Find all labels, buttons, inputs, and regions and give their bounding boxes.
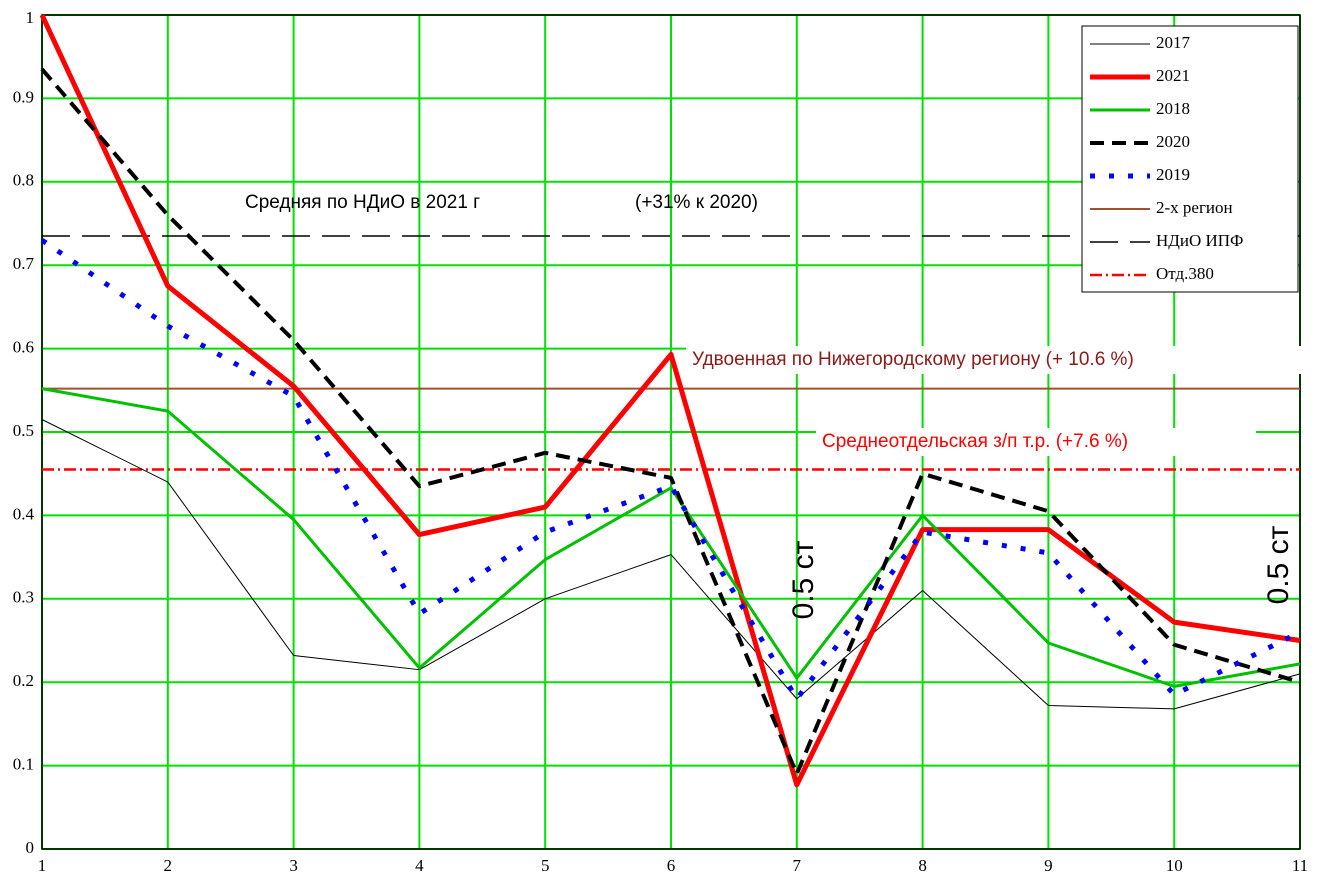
y-tick-label: 0.6 xyxy=(13,338,34,357)
legend-label: 2021 xyxy=(1156,66,1190,85)
y-tick-label: 0.9 xyxy=(13,87,34,106)
series-line xyxy=(40,67,1301,776)
annotation-background xyxy=(686,346,1304,374)
legend-label: Отд.380 xyxy=(1156,264,1214,283)
annotation: Среднеотдельская з/п т.р. (+7.6 %) xyxy=(822,431,1128,452)
x-tick-label: 11 xyxy=(1292,856,1308,875)
annotation: 0.5 ст xyxy=(1262,525,1295,604)
y-tick-label: 0.5 xyxy=(13,421,34,440)
legend-label: 2-х регион xyxy=(1156,198,1233,217)
x-tick-label: 5 xyxy=(541,856,550,875)
y-tick-label: 0.3 xyxy=(13,588,34,607)
series-line xyxy=(40,238,1302,702)
annotation-background xyxy=(816,428,1256,456)
series-line xyxy=(41,419,1301,710)
x-tick-label: 2 xyxy=(164,856,173,875)
y-tick-label: 0.8 xyxy=(13,171,34,190)
series-line xyxy=(39,13,1301,788)
y-tick-label: 0.7 xyxy=(13,254,35,273)
annotation: Удвоенная по Нижегородскому региону (+ 1… xyxy=(692,349,1134,370)
x-tick-label: 4 xyxy=(415,856,424,875)
series-line xyxy=(41,387,1301,688)
legend-label: 2018 xyxy=(1156,99,1190,118)
y-tick-label: 0 xyxy=(26,838,35,857)
x-tick-label: 3 xyxy=(289,856,298,875)
legend-label: 2020 xyxy=(1156,132,1190,151)
legend-box xyxy=(1081,25,1299,293)
annotation: (+31% к 2020) xyxy=(635,192,758,213)
annotation: Средняя по НДиО в 2021 г xyxy=(245,192,480,213)
x-tick-label: 1 xyxy=(38,856,47,875)
legend-label: 2017 xyxy=(1156,33,1191,52)
y-tick-label: 0.2 xyxy=(13,671,34,690)
x-tick-label: 8 xyxy=(918,856,927,875)
y-tick-label: 0.4 xyxy=(13,504,35,523)
plot-frame xyxy=(41,14,1301,850)
x-tick-label: 10 xyxy=(1166,856,1183,875)
y-tick-label: 0.1 xyxy=(13,755,34,774)
x-tick-label: 7 xyxy=(793,856,802,875)
annotation: 0.5 ст xyxy=(787,540,820,619)
y-tick-label: 1 xyxy=(26,8,35,27)
x-tick-label: 9 xyxy=(1044,856,1053,875)
x-tick-label: 6 xyxy=(667,856,676,875)
legend-label: НДиО ИПФ xyxy=(1156,231,1243,250)
legend-label: 2019 xyxy=(1156,165,1190,184)
